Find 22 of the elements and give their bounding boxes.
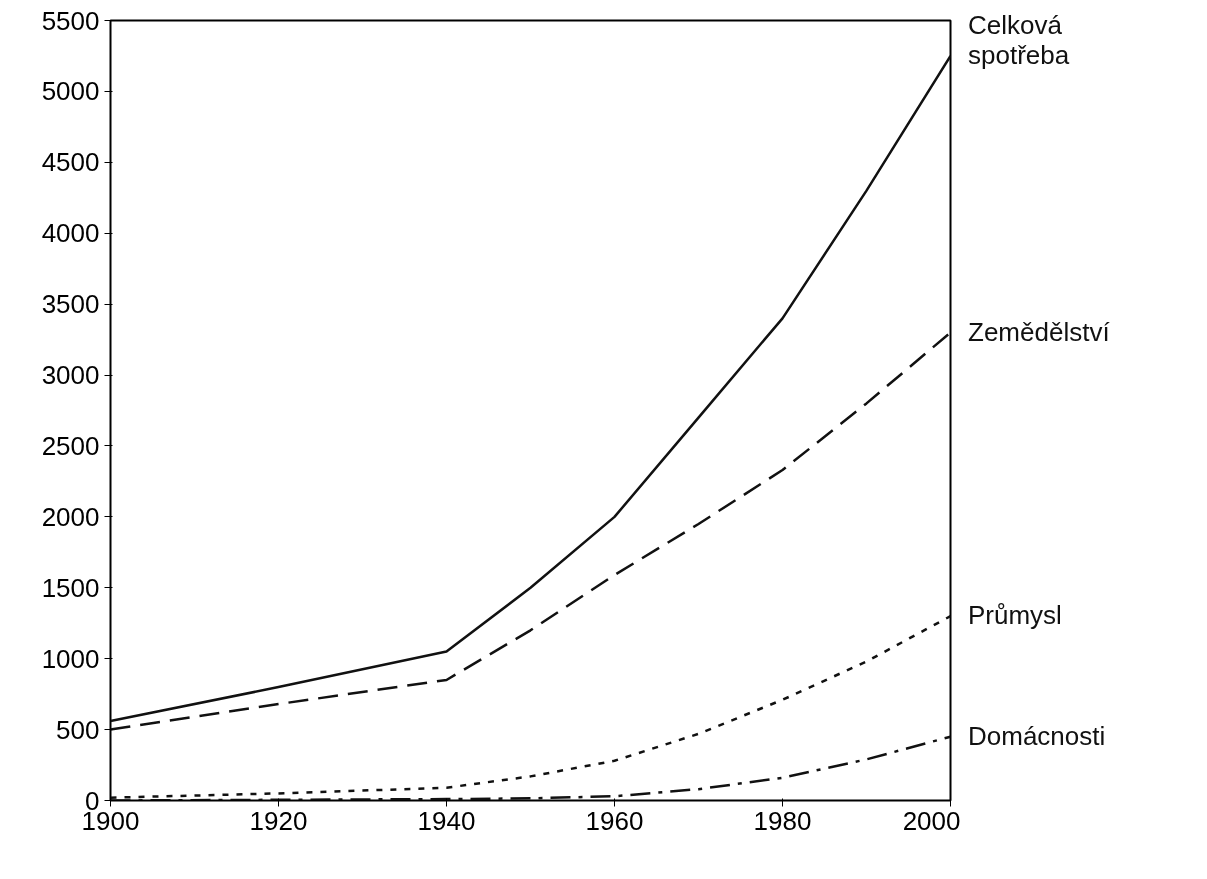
y-tick-label: 1500 [41, 572, 100, 603]
y-tick-label: 2000 [41, 501, 100, 532]
y-tick-label: 1000 [41, 643, 100, 674]
x-tick-label: 1940 [417, 805, 476, 836]
y-tick-label: 500 [56, 714, 100, 745]
line-series [110, 331, 951, 731]
x-tick-label: 1960 [585, 805, 644, 836]
y-tick-label: 4000 [41, 218, 100, 249]
series-label: Domácnosti [968, 721, 1106, 751]
y-tick-label: 5000 [41, 76, 100, 107]
line-series [110, 54, 951, 723]
series-label: Průmysl [968, 600, 1062, 630]
series-label: Celková spotřeba [968, 10, 1070, 70]
series-label: Zemědělství [968, 317, 1110, 347]
y-tick-label: 2500 [41, 430, 100, 461]
y-tick-label: 3500 [41, 289, 100, 320]
y-tick-label: 5500 [41, 5, 100, 36]
y-tick-label: 3000 [41, 360, 100, 391]
x-tick-label: 2000 [902, 805, 961, 836]
y-tick-label: 4500 [41, 147, 100, 178]
x-tick-label: 1980 [753, 805, 812, 836]
x-tick-label: 1920 [249, 805, 308, 836]
